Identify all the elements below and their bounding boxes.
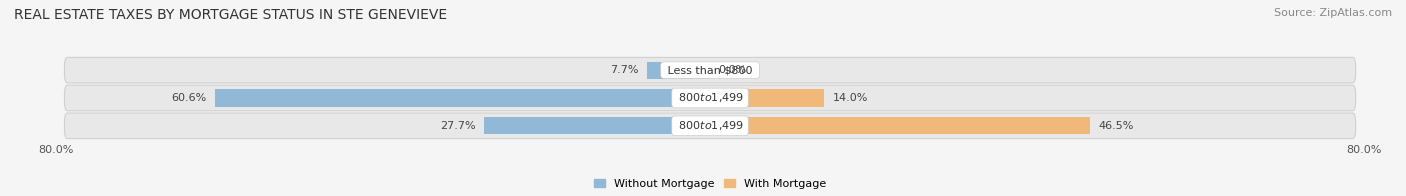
Text: 60.6%: 60.6% xyxy=(172,93,207,103)
FancyBboxPatch shape xyxy=(65,57,1355,83)
Text: REAL ESTATE TAXES BY MORTGAGE STATUS IN STE GENEVIEVE: REAL ESTATE TAXES BY MORTGAGE STATUS IN … xyxy=(14,8,447,22)
Legend: Without Mortgage, With Mortgage: Without Mortgage, With Mortgage xyxy=(595,179,825,189)
Bar xyxy=(647,62,710,79)
FancyBboxPatch shape xyxy=(65,85,1355,111)
Text: $800 to $1,499: $800 to $1,499 xyxy=(675,119,745,132)
Text: Source: ZipAtlas.com: Source: ZipAtlas.com xyxy=(1274,8,1392,18)
Text: $800 to $1,499: $800 to $1,499 xyxy=(675,92,745,104)
FancyBboxPatch shape xyxy=(65,113,1355,139)
Text: 14.0%: 14.0% xyxy=(832,93,868,103)
Text: 46.5%: 46.5% xyxy=(1098,121,1133,131)
Bar xyxy=(484,117,710,134)
Text: Less than $800: Less than $800 xyxy=(664,65,756,75)
Bar xyxy=(710,89,824,107)
Text: 0.0%: 0.0% xyxy=(718,65,747,75)
Bar xyxy=(215,89,710,107)
Bar xyxy=(710,117,1090,134)
Text: 7.7%: 7.7% xyxy=(610,65,638,75)
Text: 27.7%: 27.7% xyxy=(440,121,475,131)
